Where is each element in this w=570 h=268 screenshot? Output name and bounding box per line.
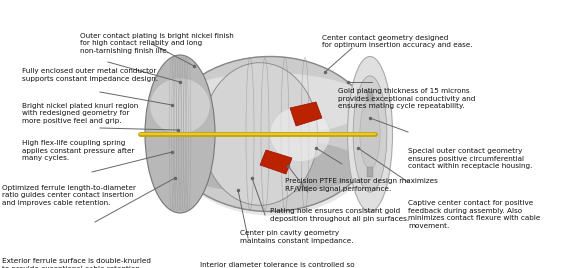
Text: Gold plating thickness of 15 microns
provides exceptional conductivity and
ensur: Gold plating thickness of 15 microns pro… (338, 88, 475, 109)
Text: Optimized ferrule length-to-diameter
ratio guides center contact insertion
and i: Optimized ferrule length-to-diameter rat… (2, 185, 136, 206)
Ellipse shape (145, 55, 215, 213)
Ellipse shape (202, 63, 317, 205)
Ellipse shape (165, 57, 375, 211)
Text: Special outer contact geometry
ensures positive circumferential
contact within r: Special outer contact geometry ensures p… (408, 148, 532, 169)
Ellipse shape (270, 106, 330, 162)
Text: Precision PTFE insulator design maximizes
RF/Video signal performance.: Precision PTFE insulator design maximize… (285, 178, 438, 192)
Polygon shape (290, 102, 322, 126)
Ellipse shape (165, 57, 375, 211)
Bar (367, 167, 373, 177)
Polygon shape (260, 150, 292, 174)
Text: High flex-life coupling spring
applies constant pressure after
many cycles.: High flex-life coupling spring applies c… (22, 140, 135, 161)
Ellipse shape (165, 64, 375, 204)
Text: Outer contact plating is bright nickel finish
for high contact reliabity and lon: Outer contact plating is bright nickel f… (80, 33, 234, 54)
Text: Interior diameter tolerance is controlled so
as to maintain 75 ohm impedance.: Interior diameter tolerance is controlle… (200, 262, 355, 268)
Text: Exterior ferrule surface is double-knurled
to provide exceptional cable retentio: Exterior ferrule surface is double-knurl… (2, 258, 151, 268)
Ellipse shape (353, 76, 387, 192)
Text: Captive center contact for positive
feedback during assembly. Also
minimizes con: Captive center contact for positive feed… (408, 200, 540, 229)
Ellipse shape (165, 60, 375, 208)
Ellipse shape (360, 99, 380, 169)
Text: Center contact geometry designed
for optimum insertion accuracy and ease.: Center contact geometry designed for opt… (322, 35, 473, 49)
Ellipse shape (150, 78, 210, 134)
Text: Fully enclosed outer metal conductor
supports constant impedance design.: Fully enclosed outer metal conductor sup… (22, 68, 158, 81)
Text: Bright nickel plated knurl region
with redesigned geometry for
more positive fee: Bright nickel plated knurl region with r… (22, 103, 139, 124)
Ellipse shape (176, 139, 364, 193)
Bar (367, 91, 373, 101)
Ellipse shape (167, 61, 377, 215)
Ellipse shape (170, 73, 370, 135)
Ellipse shape (348, 57, 393, 211)
Text: Center pin cavity geometry
maintains constant impedance.: Center pin cavity geometry maintains con… (240, 230, 353, 244)
Text: Plating hole ensures consistant gold
deposition throughout all pin surfaces.: Plating hole ensures consistant gold dep… (270, 208, 409, 221)
